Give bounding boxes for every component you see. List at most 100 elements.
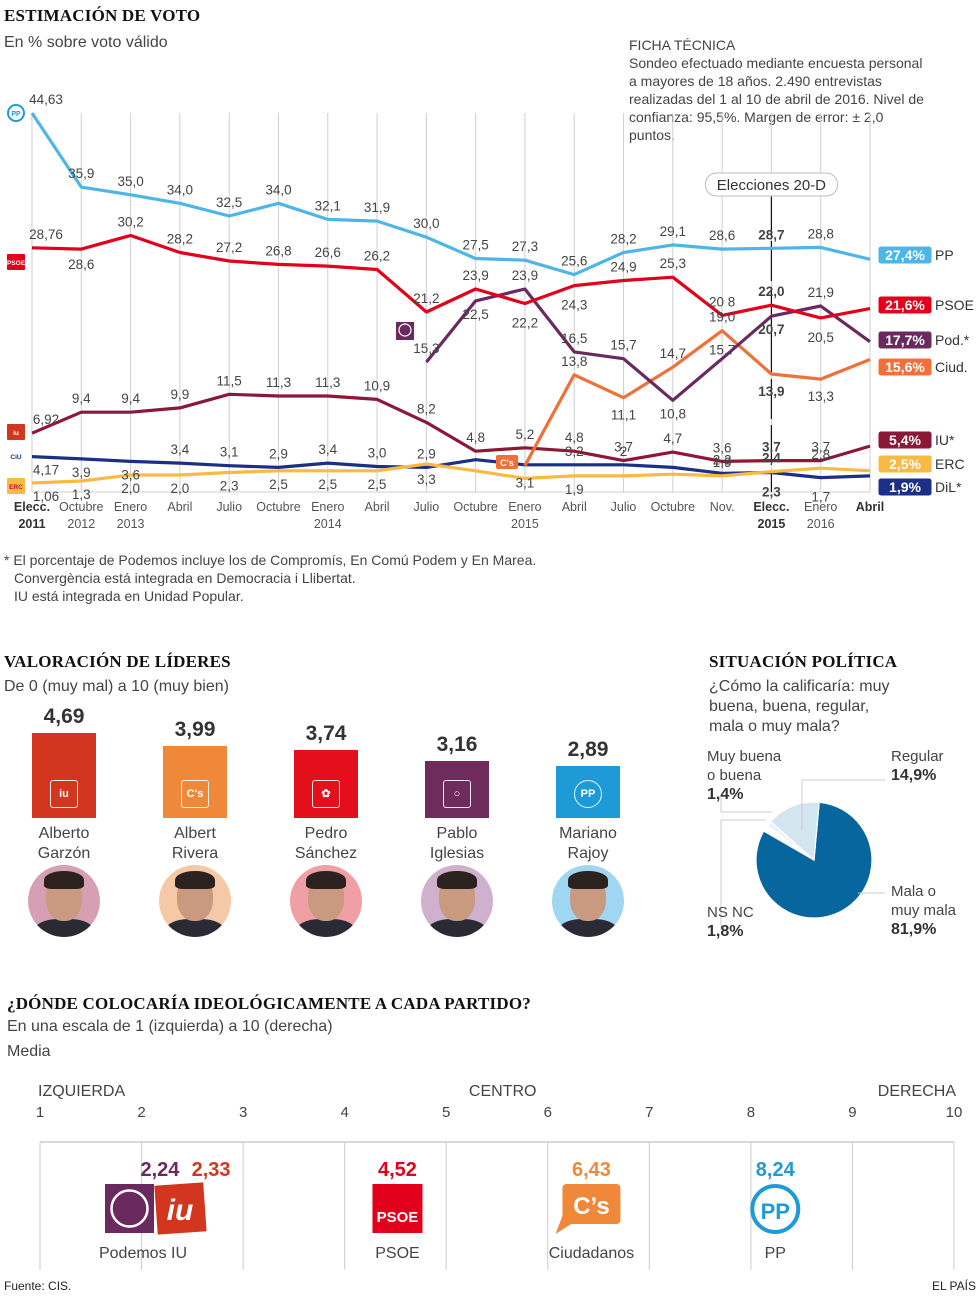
data-label: 10,9 [364, 378, 390, 393]
legend-badge-iu: 5,4% IU* [877, 430, 955, 450]
data-label: 3,2 [565, 444, 584, 459]
question-line: mala o muy mala? [709, 718, 840, 735]
x-tick-label: Octubre [59, 500, 104, 514]
data-label: 13,9 [758, 384, 784, 399]
scale-tick-label: 7 [645, 1104, 653, 1121]
iu-logo-icon: iu [7, 424, 25, 440]
legend-badge-erc: 2,5% ERC [877, 454, 965, 474]
pie-label-muy-buena: Muy buena o buena 1,4% [707, 747, 781, 804]
footnote-iu: IU está integrada en Unidad Popular. [14, 588, 244, 604]
data-label: 20,5 [808, 330, 834, 345]
data-label: 2 [620, 444, 628, 459]
leaders-section-title: VALORACIÓN DE LÍDERES [4, 652, 231, 671]
ideology-scale-chart: IZQUIERDA CENTRO DERECHA 1 2 3 4 5 6 7 8 9 10 2,24 2,3… [36, 1083, 962, 1270]
vote-section-title: ESTIMACIÓN DE VOTO [4, 6, 201, 25]
leader-first-name: Pedro [304, 824, 348, 842]
data-label: 3,7 [811, 440, 830, 455]
data-label: 22,2 [512, 315, 538, 330]
x-tick-label: Elecc. [753, 500, 789, 514]
party-name-podemos-iu: Podemos IU [99, 1245, 187, 1262]
data-label: 27,5 [463, 237, 489, 252]
pp-logo-icon: PP [574, 779, 602, 808]
data-label: 1,9 [565, 482, 584, 497]
leader-score: 3,16 [436, 732, 478, 756]
svg-text:21,6%: 21,6% [885, 297, 925, 313]
leader-card: 2,89 PP Mariano Rajoy [528, 738, 648, 937]
brand-credit: EL PAÍS [931, 1279, 976, 1293]
series-line-pp [30, 112, 871, 277]
svg-text:27,4%: 27,4% [885, 247, 925, 263]
x-tick-year-label: 2011 [18, 517, 45, 531]
data-label: 20,7 [758, 322, 784, 337]
ideology-subtitle-media: Media [7, 1043, 51, 1060]
leader-name: Pablo Iglesias [397, 824, 517, 864]
pie-label-mala: Mala o muy mala 81,9% [891, 882, 956, 939]
iu-logo-icon: iu [50, 780, 78, 808]
leader-photo [552, 864, 624, 937]
data-label: 32,5 [216, 195, 242, 210]
podemos-logo-icon [105, 1184, 154, 1233]
svg-text:1,9%: 1,9% [889, 479, 921, 495]
data-label: 26,6 [315, 245, 341, 260]
data-label: 28,76 [29, 227, 63, 242]
data-label: 13,8 [561, 354, 587, 369]
x-tick-year-label: 2015 [758, 517, 786, 531]
svg-text:PP: PP [935, 247, 954, 263]
situation-pie-chart [720, 779, 885, 930]
question-line: ¿Cómo la calificaría: muy [709, 678, 890, 695]
data-label: 3,0 [368, 446, 387, 461]
svg-text:DiL*: DiL* [935, 479, 962, 495]
leader-first-name: Pablo [436, 824, 478, 842]
data-label: 1,9 [713, 455, 732, 470]
data-label: 6,92 [33, 412, 59, 427]
pie-label-line: o buena [707, 767, 762, 784]
svg-text:PP: PP [761, 1199, 790, 1224]
party-score-ciudadanos: 6,43 [572, 1159, 611, 1181]
data-label: 35,9 [68, 166, 94, 181]
series-line-iu [31, 392, 871, 463]
data-label: 2,3 [762, 484, 781, 499]
psoe-logo-icon: ✿ [312, 779, 340, 808]
pie-label-regular: Regular 14,9% [891, 747, 944, 785]
svg-text:PP: PP [11, 111, 21, 118]
data-label: 28,6 [68, 257, 94, 272]
legend-badge-dil: 1,9% DiL* [877, 477, 962, 497]
party-score-pp: 8,24 [756, 1159, 796, 1181]
data-label: 24,9 [610, 260, 636, 275]
podemos-logo-icon [396, 322, 414, 340]
data-label: 15,7 [709, 343, 735, 358]
leader-bar: iu [32, 733, 96, 818]
data-label: 28,8 [808, 226, 834, 241]
legend-badge-pp: 27,4% PP [877, 245, 954, 265]
scale-left-label: IZQUIERDA [38, 1083, 125, 1100]
data-label: 20 8 [709, 294, 735, 309]
x-tick-label: Enero [508, 500, 541, 514]
pie-label-line: muy mala [891, 902, 957, 919]
leader-last-name: Sánchez [294, 844, 358, 862]
psoe-logo-icon: PSOE [372, 1184, 423, 1233]
data-label: 22,0 [758, 284, 784, 299]
x-tick-year-label: 2016 [807, 517, 835, 531]
vote-footnotes: * El porcentaje de Podemos incluye los d… [4, 551, 964, 605]
party-score-podemos: 2,24 [140, 1159, 180, 1181]
data-label: 30,2 [117, 215, 143, 230]
ficha-line: a mayores de 18 años. 2.490 entrevistas [629, 73, 882, 89]
legend-badge-psoe: 21,6% PSOE [877, 295, 974, 315]
leader-card: 4,69 iu Alberto Garzón [4, 705, 124, 937]
iu-logo-icon: iu [154, 1182, 207, 1235]
svg-text:2,5%: 2,5% [889, 456, 921, 472]
data-label: 1,3 [72, 487, 91, 502]
x-tick-year-label: 2015 [511, 517, 539, 531]
pie-label-value: 14,9% [891, 767, 937, 784]
leader-bar: C's [163, 745, 227, 818]
data-label: 35,0 [117, 174, 143, 189]
svg-text:PSOE: PSOE [935, 297, 974, 313]
x-tick-label: Elecc. [14, 500, 50, 514]
x-tick-label: Enero [311, 500, 344, 514]
series-line-ciud [523, 329, 871, 467]
data-label: 9,4 [72, 391, 91, 406]
data-label: 22,5 [463, 307, 489, 322]
data-label: 11,5 [217, 373, 242, 388]
data-label: 19,0 [709, 310, 735, 325]
data-label: 44,63 [29, 92, 63, 107]
